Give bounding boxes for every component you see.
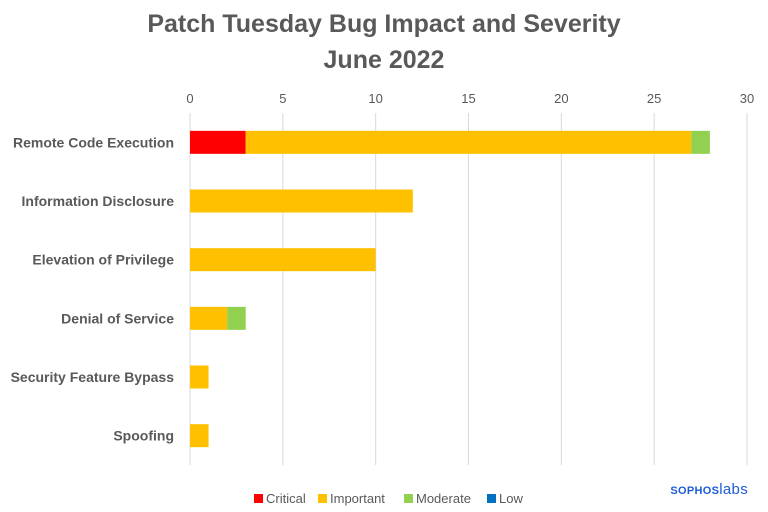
category-label: Elevation of Privilege [32,252,174,268]
x-tick-label: 5 [279,91,286,106]
bar-important [190,189,413,213]
chart-subtitle: June 2022 [323,46,445,74]
x-tick-label: 25 [647,91,661,106]
bar-important [245,130,692,154]
x-tick-label: 30 [740,91,754,106]
category-label: Spoofing [113,428,174,444]
legend-label-low: Low [499,491,523,506]
bar-moderate [691,130,710,154]
legend-swatch-low [487,494,496,503]
category-label: Denial of Service [61,310,174,326]
bar-important [190,248,376,272]
legend-label-important: Important [330,491,385,506]
x-tick-label: 10 [368,91,382,106]
legend-swatch-critical [254,494,263,503]
x-tick-label: 15 [461,91,475,106]
category-label: Information Disclosure [22,193,175,209]
bar-important [190,365,209,389]
bar-important [190,306,228,330]
legend-swatch-moderate [404,494,413,503]
category-label: Security Feature Bypass [11,369,175,385]
category-label: Remote Code Execution [13,134,174,150]
legend-label-critical: Critical [266,491,306,506]
chart-title: Patch Tuesday Bug Impact and Severity [147,10,621,38]
logo-sophos-text: SOPHOS [670,485,720,497]
logo-labs-text: labs [719,481,748,498]
sophoslabs-logo: SOPHOSlabs [670,481,748,498]
legend-label-moderate: Moderate [416,491,471,506]
x-tick-label: 20 [554,91,568,106]
bar-critical [190,130,246,154]
bar-moderate [227,306,246,330]
bar-important [190,424,209,448]
legend-swatch-important [318,494,327,503]
x-tick-label: 0 [186,91,193,106]
